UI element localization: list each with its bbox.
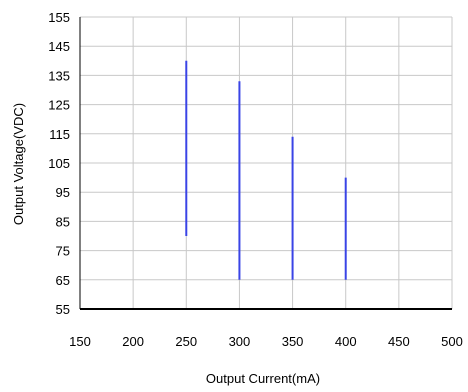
- y-tick-label: 65: [56, 273, 70, 288]
- x-axis-label: Output Current(mA): [206, 371, 320, 386]
- x-tick-label: 150: [69, 334, 91, 349]
- y-tick-label: 55: [56, 302, 70, 317]
- y-tick-label: 125: [48, 98, 70, 113]
- y-tick-label: 85: [56, 214, 70, 229]
- grid: [80, 16, 453, 309]
- x-tick-label: 500: [441, 334, 463, 349]
- x-tick-label: 450: [388, 334, 410, 349]
- x-tick-labels: 150 200 250 300 350 400 450 500: [69, 334, 463, 349]
- x-tick-label: 250: [175, 334, 197, 349]
- y-axis-label: Output Voltage(VDC): [11, 103, 26, 225]
- y-tick-labels: 55 65 75 85 95 105 115 125 135 145 155: [48, 10, 70, 317]
- y-tick-label: 135: [48, 68, 70, 83]
- y-tick-label: 95: [56, 185, 70, 200]
- axes: [79, 17, 452, 310]
- x-tick-label: 300: [229, 334, 251, 349]
- y-tick-label: 115: [49, 127, 70, 142]
- y-tick-label: 75: [56, 244, 70, 259]
- y-tick-label: 105: [48, 156, 70, 171]
- x-tick-label: 400: [335, 334, 357, 349]
- x-tick-label: 350: [282, 334, 304, 349]
- series-group: [185, 60, 347, 280]
- y-tick-label: 145: [48, 39, 70, 54]
- y-tick-label: 155: [48, 10, 70, 25]
- x-tick-label: 200: [122, 334, 144, 349]
